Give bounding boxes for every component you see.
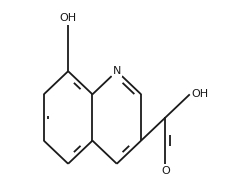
- Text: OH: OH: [59, 13, 76, 23]
- Text: N: N: [112, 66, 120, 76]
- Text: O: O: [160, 166, 169, 176]
- Text: OH: OH: [191, 89, 208, 99]
